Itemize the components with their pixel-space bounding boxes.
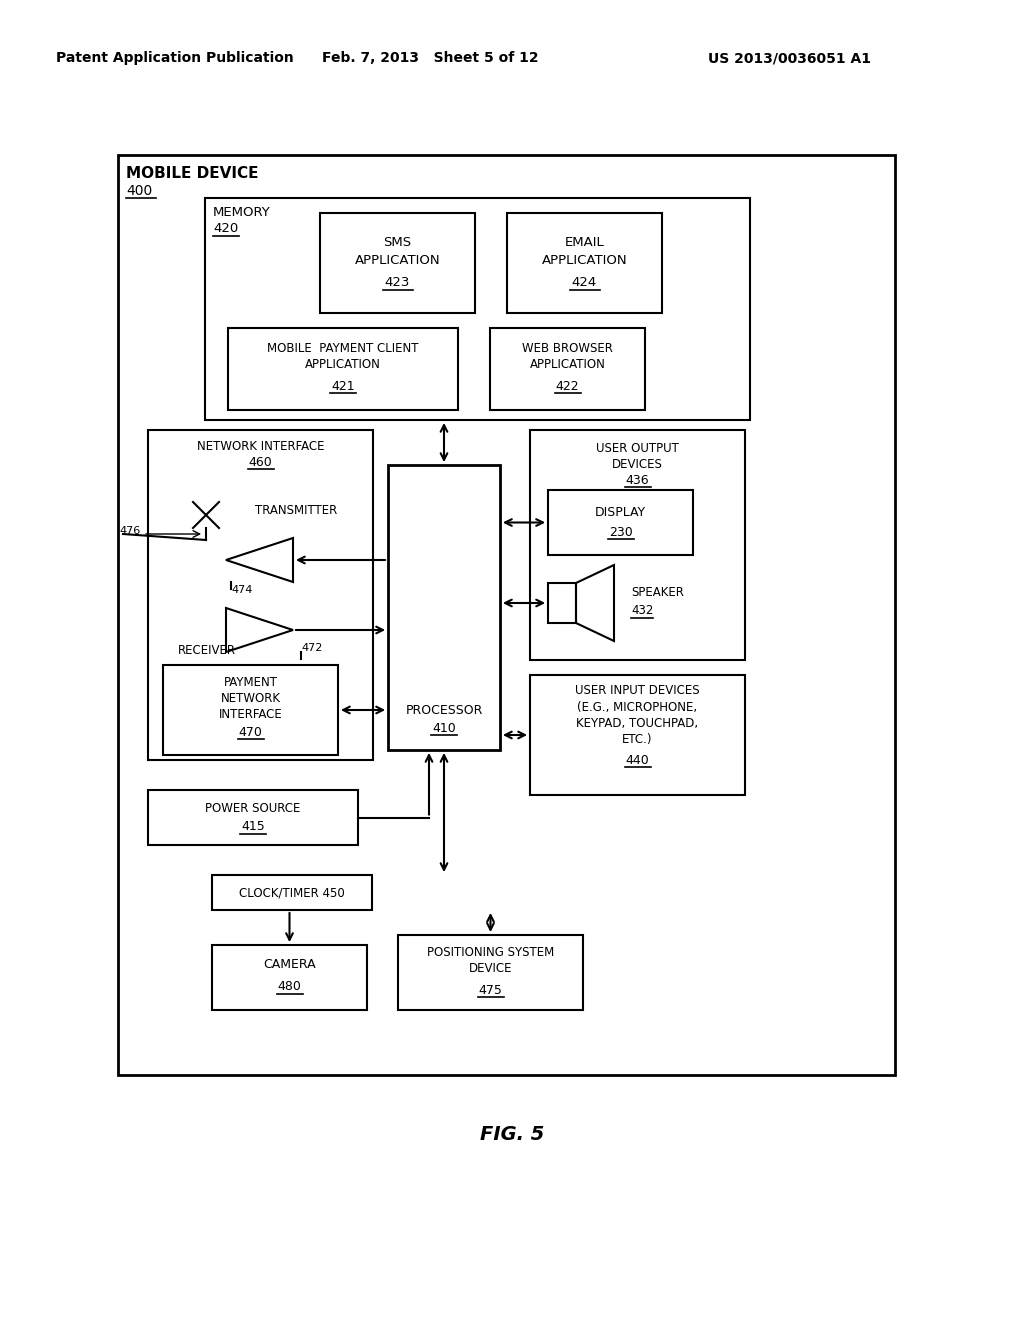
- Text: 422: 422: [556, 380, 580, 392]
- Text: MOBILE DEVICE: MOBILE DEVICE: [126, 165, 258, 181]
- Text: MOBILE  PAYMENT CLIENT: MOBILE PAYMENT CLIENT: [267, 342, 419, 355]
- Bar: [163, 665, 338, 755]
- Text: CAMERA: CAMERA: [263, 958, 315, 972]
- Text: NETWORK: NETWORK: [220, 693, 281, 705]
- Bar: [530, 675, 745, 795]
- Text: NETWORK INTERFACE: NETWORK INTERFACE: [197, 440, 325, 453]
- Bar: [490, 327, 645, 411]
- Text: 436: 436: [626, 474, 649, 487]
- Text: 424: 424: [571, 276, 597, 289]
- Text: SMS: SMS: [383, 236, 412, 249]
- Text: APPLICATION: APPLICATION: [305, 358, 381, 371]
- Text: APPLICATION: APPLICATION: [542, 253, 628, 267]
- Text: US 2013/0036051 A1: US 2013/0036051 A1: [709, 51, 871, 65]
- Text: RECEIVER: RECEIVER: [178, 644, 236, 656]
- Bar: [212, 875, 372, 909]
- Text: POWER SOURCE: POWER SOURCE: [206, 801, 301, 814]
- Text: (E.G., MICROPHONE,: (E.G., MICROPHONE,: [578, 701, 697, 714]
- Bar: [212, 945, 367, 1010]
- Text: 230: 230: [608, 525, 633, 539]
- Text: APPLICATION: APPLICATION: [354, 253, 440, 267]
- Text: MEMORY: MEMORY: [213, 206, 270, 219]
- Text: DISPLAY: DISPLAY: [595, 506, 646, 519]
- Text: 470: 470: [239, 726, 262, 738]
- Text: 440: 440: [626, 754, 649, 767]
- Bar: [388, 465, 500, 750]
- Text: INTERFACE: INTERFACE: [219, 709, 283, 722]
- Bar: [530, 430, 745, 660]
- Text: CLOCK/TIMER 450: CLOCK/TIMER 450: [240, 886, 345, 899]
- Text: DEVICE: DEVICE: [469, 962, 512, 975]
- Text: 400: 400: [126, 183, 153, 198]
- Text: EMAIL: EMAIL: [564, 236, 604, 249]
- Text: 460: 460: [249, 455, 272, 469]
- Bar: [507, 213, 662, 313]
- Text: USER INPUT DEVICES: USER INPUT DEVICES: [575, 685, 699, 697]
- Text: Patent Application Publication: Patent Application Publication: [56, 51, 294, 65]
- Text: 474: 474: [231, 585, 252, 595]
- Text: 432: 432: [631, 605, 653, 618]
- Text: DEVICES: DEVICES: [612, 458, 663, 470]
- Text: 475: 475: [478, 983, 503, 997]
- Text: Feb. 7, 2013   Sheet 5 of 12: Feb. 7, 2013 Sheet 5 of 12: [322, 51, 539, 65]
- Text: WEB BROWSER: WEB BROWSER: [522, 342, 613, 355]
- Bar: [548, 490, 693, 554]
- Text: 480: 480: [278, 981, 301, 994]
- Text: PAYMENT: PAYMENT: [223, 676, 278, 689]
- Text: 476: 476: [120, 525, 140, 536]
- Text: POSITIONING SYSTEM: POSITIONING SYSTEM: [427, 946, 554, 960]
- Text: 472: 472: [301, 643, 323, 653]
- Text: 420: 420: [213, 223, 239, 235]
- Bar: [148, 430, 373, 760]
- Text: 415: 415: [241, 821, 265, 833]
- Bar: [118, 154, 895, 1074]
- Bar: [205, 198, 750, 420]
- Text: KEYPAD, TOUCHPAD,: KEYPAD, TOUCHPAD,: [577, 717, 698, 730]
- Bar: [148, 789, 358, 845]
- Text: 421: 421: [331, 380, 354, 392]
- Text: 423: 423: [385, 276, 411, 289]
- Text: FIG. 5: FIG. 5: [480, 1126, 544, 1144]
- Bar: [228, 327, 458, 411]
- Text: 410: 410: [432, 722, 456, 734]
- Text: PROCESSOR: PROCESSOR: [406, 704, 482, 717]
- Text: SPEAKER: SPEAKER: [631, 586, 684, 599]
- Bar: [398, 935, 583, 1010]
- Text: TRANSMITTER: TRANSMITTER: [255, 503, 337, 516]
- Text: APPLICATION: APPLICATION: [529, 358, 605, 371]
- Bar: [548, 583, 575, 623]
- Text: USER OUTPUT: USER OUTPUT: [596, 441, 679, 454]
- Bar: [319, 213, 475, 313]
- Text: ETC.): ETC.): [623, 733, 652, 746]
